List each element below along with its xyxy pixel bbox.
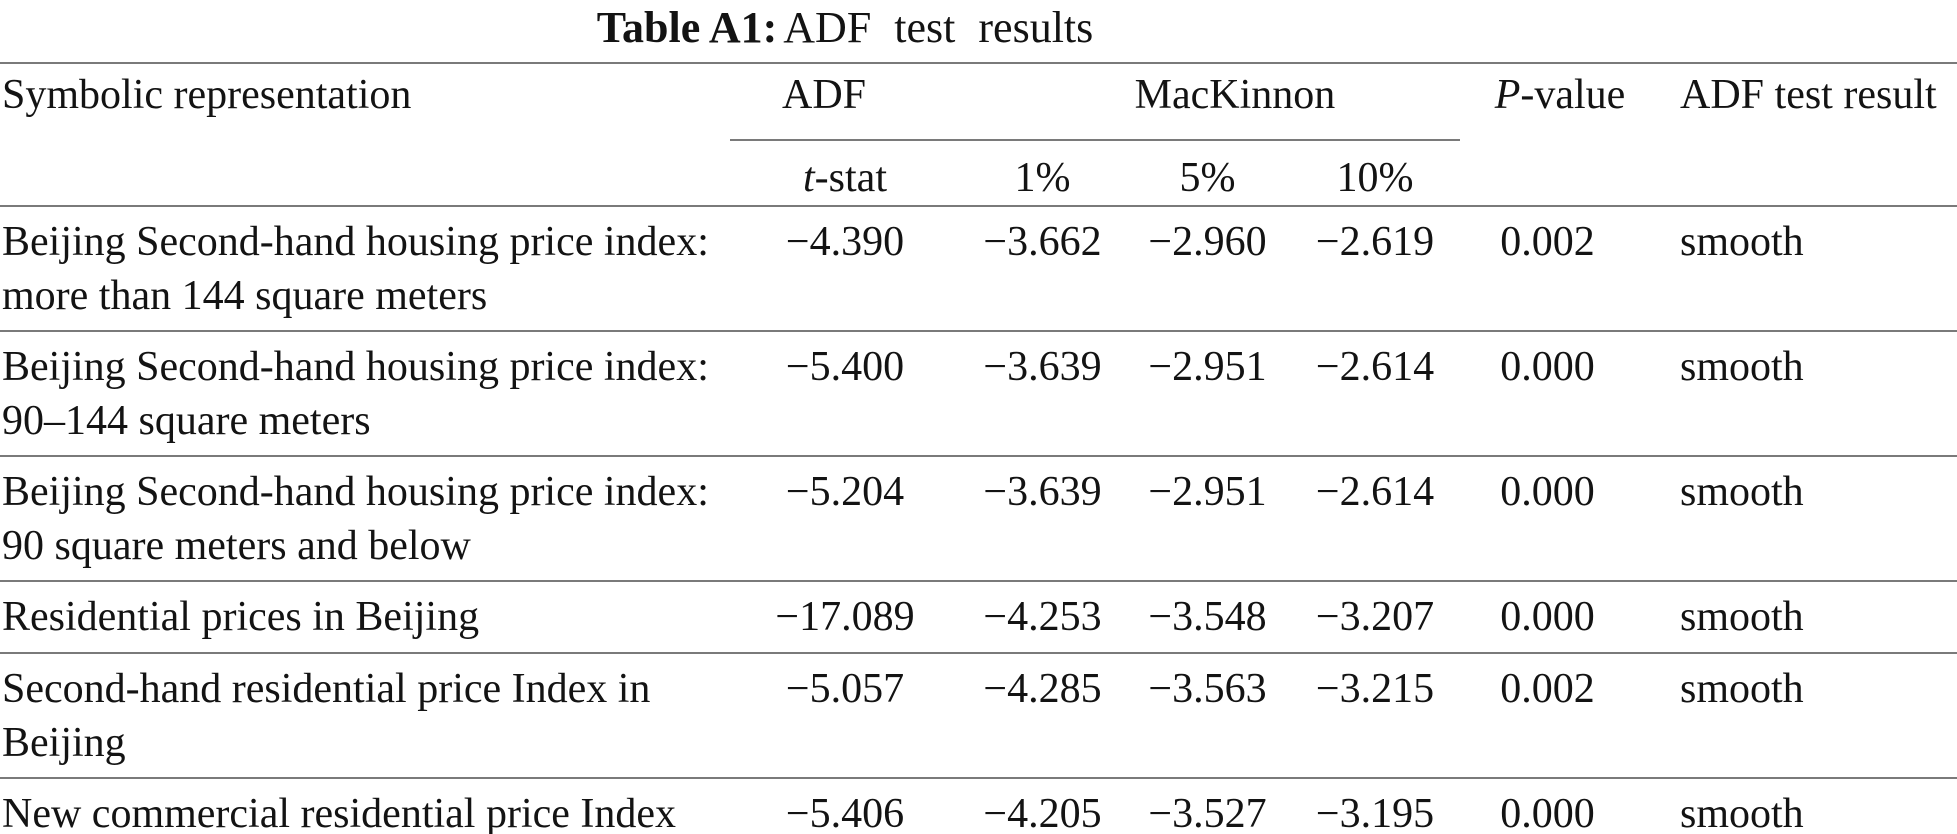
cell-crit-5pct: −3.527 xyxy=(1125,778,1290,834)
table-row: Beijing Second-hand housing price index:… xyxy=(0,331,1957,457)
cell-test-result: smooth xyxy=(1635,331,1957,457)
cell-crit-1pct: −3.639 xyxy=(960,331,1125,457)
table-caption: Table A1: ADF test results xyxy=(0,0,1690,62)
column-header-p-value: P-value xyxy=(1460,62,1635,207)
cell-t-stat: −5.406 xyxy=(730,778,960,834)
cell-series-name: Beijing Second-hand housing price index:… xyxy=(0,331,730,457)
cell-test-result: smooth xyxy=(1635,456,1957,582)
cell-crit-5pct: −2.951 xyxy=(1125,331,1290,457)
cell-crit-10pct: −2.614 xyxy=(1290,456,1460,582)
cell-t-stat: −5.204 xyxy=(730,456,960,582)
cell-crit-10pct: −3.195 xyxy=(1290,778,1460,834)
header-row-sub: t-stat 1% 5% 10% xyxy=(0,140,1957,207)
series-name-line1: Residential prices in Beijing xyxy=(2,594,480,640)
cell-crit-1pct: −4.253 xyxy=(960,581,1125,654)
table-row: Second-hand residential price Index in B… xyxy=(0,653,1957,779)
table-row: Beijing Second-hand housing price index:… xyxy=(0,456,1957,582)
cell-p-value: 0.000 xyxy=(1460,456,1635,582)
cell-test-result: smooth xyxy=(1635,206,1957,332)
cell-series-name: Residential prices in Beijing xyxy=(0,581,730,654)
series-name-line2: 90–144 square meters xyxy=(2,398,371,444)
series-name-line1: Beijing Second-hand housing price index: xyxy=(2,469,709,515)
cell-p-value: 0.002 xyxy=(1460,653,1635,779)
table-row: Beijing Second-hand housing price index:… xyxy=(0,206,1957,332)
table-caption-number: Table A1: xyxy=(596,3,778,52)
cell-t-stat: −5.400 xyxy=(730,331,960,457)
adf-test-results-table: Symbolic representation ADF MacKinnon P-… xyxy=(0,62,1957,834)
cell-crit-10pct: −3.207 xyxy=(1290,581,1460,654)
series-name-line2: Beijing xyxy=(2,720,126,766)
cell-crit-1pct: −3.662 xyxy=(960,206,1125,332)
series-name-line1: Beijing Second-hand housing price index: xyxy=(2,219,709,265)
table-row: New commercial residential price Index −… xyxy=(0,778,1957,834)
cell-crit-1pct: −4.205 xyxy=(960,778,1125,834)
p-value-italic-letter: P xyxy=(1494,72,1521,118)
column-header-adf: ADF xyxy=(730,62,960,141)
table-caption-text: ADF test results xyxy=(783,3,1094,52)
cell-t-stat: −4.390 xyxy=(730,206,960,332)
cell-series-name: Second-hand residential price Index in B… xyxy=(0,653,730,779)
column-header-adf-test-result: ADF test result xyxy=(1635,62,1957,207)
t-stat-rest: -stat xyxy=(814,155,887,201)
cell-crit-10pct: −2.619 xyxy=(1290,206,1460,332)
series-name-line2: more than 144 square meters xyxy=(2,273,488,319)
cell-test-result: smooth xyxy=(1635,778,1957,834)
series-name-line1: Beijing Second-hand housing price index: xyxy=(2,344,709,390)
cell-p-value: 0.000 xyxy=(1460,581,1635,654)
cell-test-result: smooth xyxy=(1635,653,1957,779)
cell-p-value: 0.000 xyxy=(1460,331,1635,457)
column-header-symbolic-representation: Symbolic representation xyxy=(0,62,730,207)
column-header-mackinnon: MacKinnon xyxy=(960,62,1460,141)
subheader-5-percent: 5% xyxy=(1125,140,1290,207)
subheader-10-percent: 10% xyxy=(1290,140,1460,207)
cell-p-value: 0.002 xyxy=(1460,206,1635,332)
cell-crit-5pct: −2.951 xyxy=(1125,456,1290,582)
table-row: Residential prices in Beijing −17.089 −4… xyxy=(0,581,1957,654)
cell-crit-1pct: −4.285 xyxy=(960,653,1125,779)
cell-series-name: Beijing Second-hand housing price index:… xyxy=(0,206,730,332)
series-name-line2: 90 square meters and below xyxy=(2,523,471,569)
cell-crit-5pct: −3.548 xyxy=(1125,581,1290,654)
header-row-top: Symbolic representation ADF MacKinnon P-… xyxy=(0,62,1957,207)
cell-p-value: 0.000 xyxy=(1460,778,1635,834)
series-name-line1: New commercial residential price Index xyxy=(2,791,677,834)
cell-crit-1pct: −3.639 xyxy=(960,456,1125,582)
cell-series-name: New commercial residential price Index xyxy=(0,778,730,834)
cell-series-name: Beijing Second-hand housing price index:… xyxy=(0,456,730,582)
cell-t-stat: −5.057 xyxy=(730,653,960,779)
cell-test-result: smooth xyxy=(1635,581,1957,654)
subheader-t-stat: t-stat xyxy=(730,140,960,207)
cell-crit-5pct: −3.563 xyxy=(1125,653,1290,779)
t-stat-italic-letter: t xyxy=(803,155,815,201)
cell-crit-10pct: −3.215 xyxy=(1290,653,1460,779)
p-value-rest: -value xyxy=(1520,72,1626,118)
series-name-line1: Second-hand residential price Index in xyxy=(2,666,651,712)
cell-crit-10pct: −2.614 xyxy=(1290,331,1460,457)
cell-crit-5pct: −2.960 xyxy=(1125,206,1290,332)
subheader-1-percent: 1% xyxy=(960,140,1125,207)
cell-t-stat: −17.089 xyxy=(730,581,960,654)
